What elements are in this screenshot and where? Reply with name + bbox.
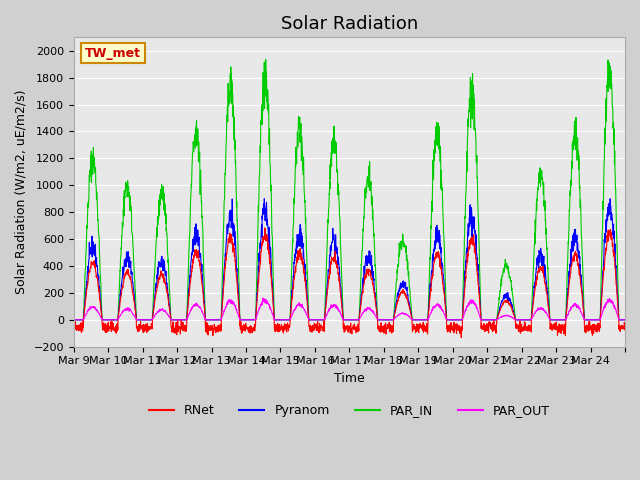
PAR_IN (125, 191, 132, 197)
PAR_OUT (621, 317, 629, 323)
RNet (547, 321, 555, 327)
RNet (125, 273, 132, 278)
PAR_OUT (244, 317, 252, 323)
Pyranom (621, 317, 629, 323)
Title: Solar Radiation: Solar Radiation (281, 15, 418, 33)
PAR_OUT (70, 317, 77, 323)
PAR_OUT (614, 312, 621, 318)
PAR_OUT (125, 308, 132, 314)
PAR_OUT (383, 317, 390, 323)
X-axis label: Time: Time (334, 372, 365, 385)
Line: PAR_OUT: PAR_OUT (74, 298, 625, 320)
PAR_OUT (516, 317, 524, 323)
Legend: RNet, Pyranom, PAR_IN, PAR_OUT: RNet, Pyranom, PAR_IN, PAR_OUT (144, 399, 555, 422)
Pyranom (125, 264, 132, 270)
RNet (70, 324, 77, 330)
Pyranom (383, 317, 390, 323)
PAR_IN (614, 254, 621, 260)
RNet (614, 300, 621, 306)
Pyranom (547, 317, 554, 323)
PAR_IN (547, 317, 554, 323)
RNet (516, 325, 524, 331)
PAR_IN (383, 317, 390, 323)
PAR_OUT (259, 295, 267, 301)
Line: PAR_IN: PAR_IN (74, 60, 625, 320)
RNet (383, 326, 390, 332)
RNet (244, 324, 252, 330)
Pyranom (244, 317, 252, 323)
PAR_IN (516, 317, 524, 323)
Line: Pyranom: Pyranom (74, 199, 625, 320)
RNet (458, 335, 465, 340)
Text: TW_met: TW_met (85, 47, 141, 60)
Line: RNet: RNet (74, 228, 625, 337)
Pyranom (260, 196, 268, 202)
PAR_IN (70, 317, 77, 323)
PAR_OUT (547, 317, 554, 323)
Pyranom (614, 292, 621, 298)
Pyranom (516, 317, 524, 323)
PAR_IN (244, 317, 252, 323)
RNet (261, 225, 269, 231)
PAR_IN (262, 57, 269, 62)
PAR_IN (621, 317, 629, 323)
RNet (621, 324, 629, 329)
Y-axis label: Solar Radiation (W/m2, uE/m2/s): Solar Radiation (W/m2, uE/m2/s) (15, 90, 28, 294)
Pyranom (70, 317, 77, 323)
